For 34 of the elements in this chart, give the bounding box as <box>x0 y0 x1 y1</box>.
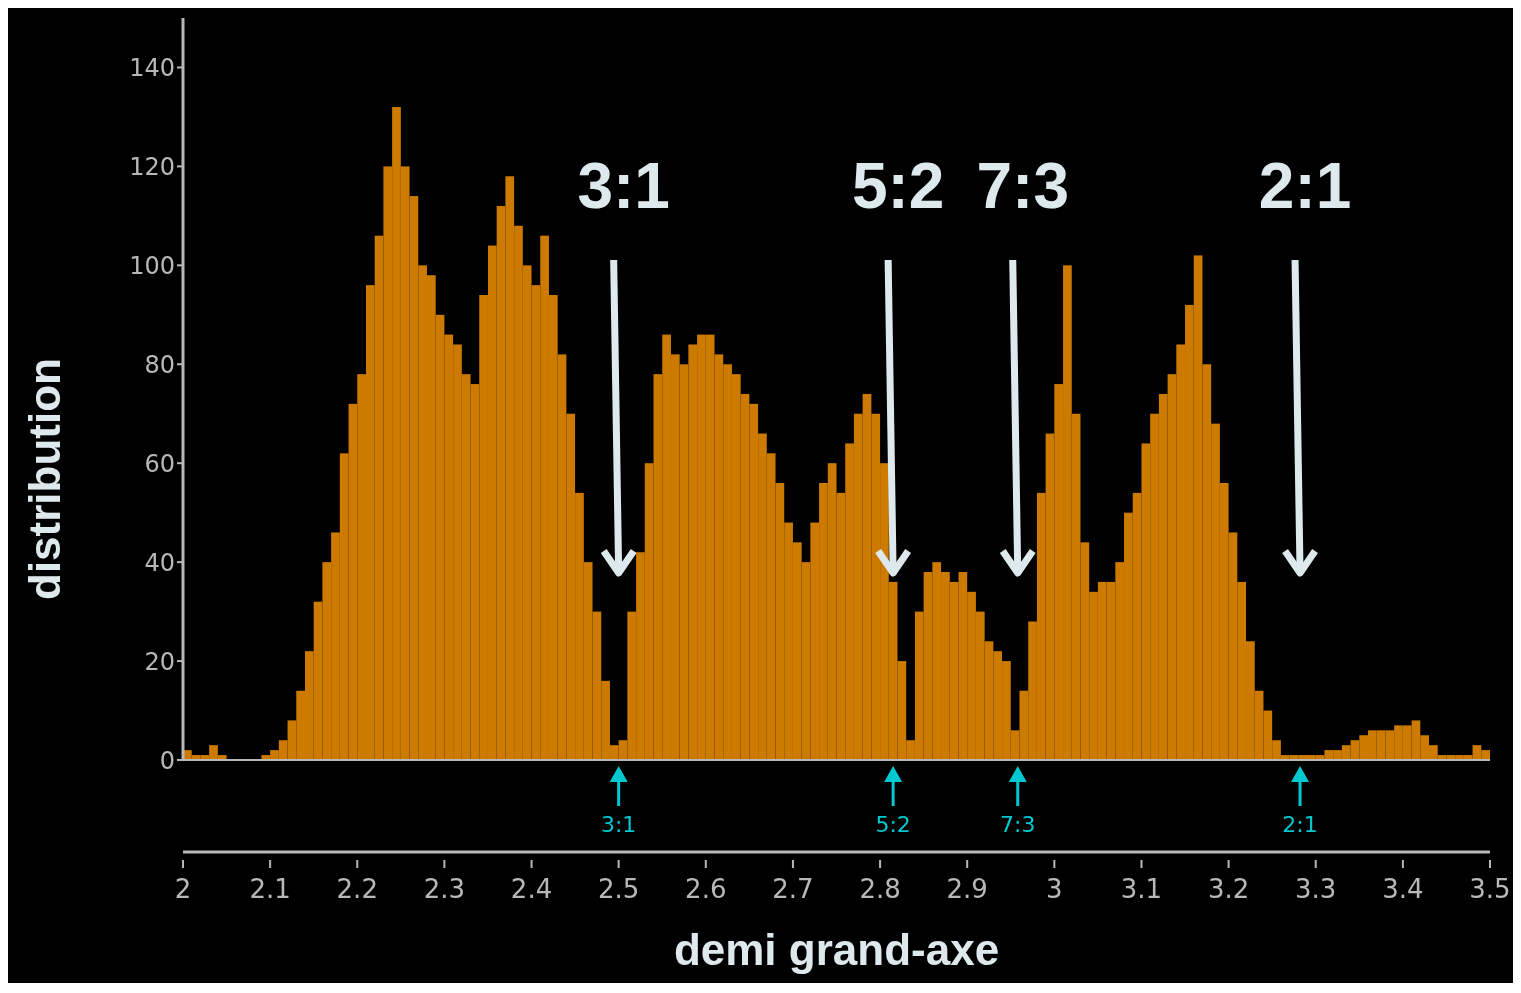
x-tick-label: 2.4 <box>510 874 553 904</box>
x-tick-label: 2.1 <box>249 874 291 904</box>
y-tick-label: 40 <box>144 548 175 577</box>
x-tick-label: 2.7 <box>772 874 814 904</box>
annotation: 3:1 <box>577 150 670 222</box>
y-tick-label: 120 <box>129 152 175 181</box>
x-tick-label: 2.2 <box>336 874 378 904</box>
y-tick-label: 100 <box>129 251 175 280</box>
x-tick-label: 3.3 <box>1295 874 1337 904</box>
x-tick-label: 2.6 <box>685 874 727 904</box>
x-tick-label: 2.5 <box>597 874 640 904</box>
annotation: 7:3 <box>976 150 1069 222</box>
x-tick-label: 2.9 <box>946 874 988 904</box>
annotation: 3:1 <box>600 812 637 837</box>
x-tick-label: 2.8 <box>859 874 901 904</box>
x-tick-label: 3 <box>1046 874 1063 904</box>
annotation: 2:1 <box>1258 150 1352 222</box>
y-tick-label: 0 <box>159 746 175 775</box>
y-axis-title: distribution <box>20 358 69 600</box>
annotation: 7:3 <box>1000 812 1036 837</box>
x-tick-label: 3.1 <box>1120 874 1163 904</box>
x-tick-label: 3.2 <box>1207 874 1250 904</box>
y-tick-label: 80 <box>144 350 175 379</box>
x-tick-label: 2 <box>174 874 192 904</box>
annotation: 5:2 <box>875 812 911 837</box>
y-tick-label: 60 <box>144 449 175 478</box>
annotation: 2:1 <box>1282 812 1318 837</box>
y-tick-label: 20 <box>144 647 175 676</box>
x-tick-label: 3.4 <box>1382 874 1424 904</box>
x-axis-title: demi grand-axe <box>673 925 1000 974</box>
x-tick-label: 3.5 <box>1469 874 1511 904</box>
y-tick-label: 140 <box>129 53 175 82</box>
x-tick-label: 2.3 <box>423 874 466 904</box>
annotation: 5:2 <box>851 150 945 222</box>
